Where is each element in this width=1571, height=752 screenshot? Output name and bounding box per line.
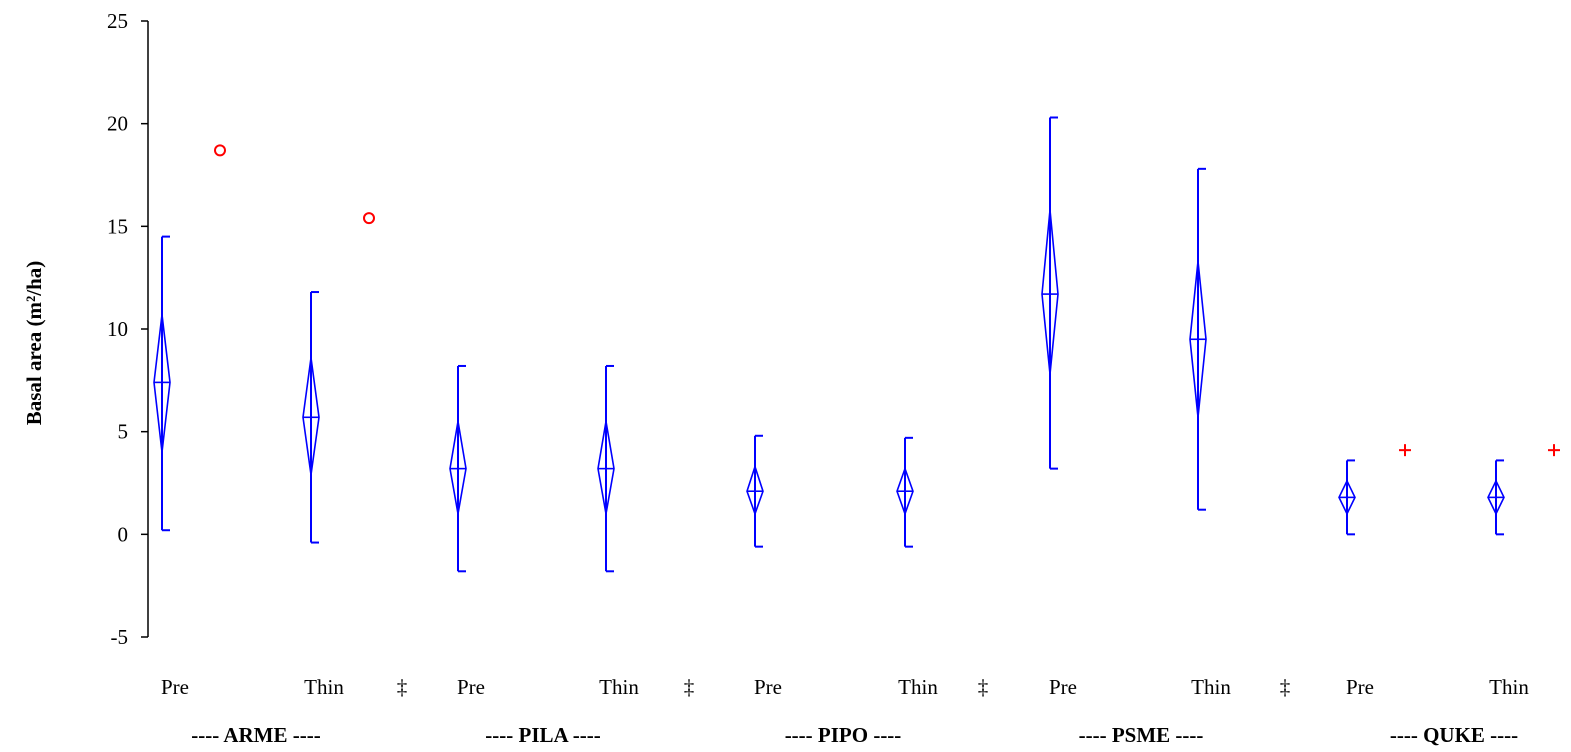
box-thin-4 (1487, 444, 1560, 536)
box-pre-3 (1041, 116, 1059, 470)
ci-diamond (449, 421, 467, 514)
group-label: ---- ARME ---- (191, 723, 320, 747)
box-pre-1 (449, 364, 467, 573)
category-label: Pre (1346, 675, 1374, 699)
ci-diamond (1189, 261, 1207, 418)
category-label: Pre (457, 675, 485, 699)
category-label: Thin (599, 675, 639, 699)
category-label: Thin (1191, 675, 1231, 699)
ci-diamond (1338, 479, 1356, 516)
y-axis-title-group: Basal area (m²/ha) (22, 261, 46, 426)
outlier-plus (1548, 444, 1560, 457)
box-thin-1 (597, 364, 615, 573)
category-label: Thin (898, 675, 938, 699)
category-label: Pre (161, 675, 189, 699)
box-thin-2 (896, 436, 914, 548)
ci-diamond (302, 357, 320, 475)
box-pre-0 (153, 144, 226, 532)
ci-diamond (746, 463, 764, 517)
box-marks (153, 116, 1560, 573)
group-separator: ‡ (978, 675, 989, 699)
box-thin-0 (302, 212, 375, 544)
box-pre-2 (746, 434, 764, 548)
box-thin-3 (1189, 167, 1207, 511)
category-labels: Pre Thin ‡---- ARME ----Pre Thin ‡---- PILA … (161, 675, 1529, 747)
ci-diamond (1487, 479, 1505, 516)
group-label: ---- PIPO ---- (785, 723, 902, 747)
group-separator: ‡ (684, 675, 695, 699)
group-separator: ‡ (397, 675, 408, 699)
y-tick-label: 20 (107, 112, 128, 136)
outlier-circle (363, 212, 375, 225)
ci-diamond (597, 421, 615, 514)
ci-diamond (1041, 209, 1059, 375)
y-tick-label: 5 (118, 420, 129, 444)
category-label: Pre (754, 675, 782, 699)
y-tick-label: 10 (107, 317, 128, 341)
category-label: Thin (304, 675, 344, 699)
group-label: ---- QUKE ---- (1390, 723, 1518, 747)
y-tick-label: -5 (111, 625, 129, 649)
group-label: ---- PILA ---- (485, 723, 600, 747)
y-tick-label: 0 (118, 522, 129, 546)
ci-diamond (153, 314, 171, 453)
y-tick-label: 25 (107, 9, 128, 33)
outlier-circle (214, 144, 226, 157)
category-label: Pre (1049, 675, 1077, 699)
box-pre-4 (1338, 444, 1411, 536)
ci-diamond (896, 466, 914, 517)
group-separator: ‡ (1280, 675, 1291, 699)
y-axis: -5 0 5 10 15 20 25 (107, 9, 149, 649)
y-axis-title: Basal area (m²/ha) (22, 261, 46, 426)
category-label: Thin (1489, 675, 1529, 699)
group-label: ---- PSME ---- (1079, 723, 1204, 747)
y-tick-label: 15 (107, 214, 128, 238)
outlier-plus (1399, 444, 1411, 457)
